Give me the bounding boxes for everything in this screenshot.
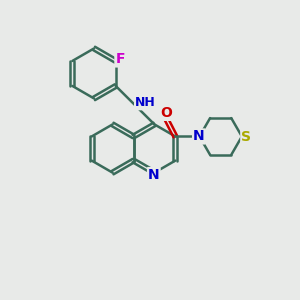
Text: N: N	[148, 168, 160, 182]
Text: N: N	[193, 130, 205, 143]
Text: NH: NH	[135, 96, 156, 109]
Text: S: S	[241, 130, 251, 144]
Text: O: O	[160, 106, 172, 120]
Text: F: F	[116, 52, 125, 67]
